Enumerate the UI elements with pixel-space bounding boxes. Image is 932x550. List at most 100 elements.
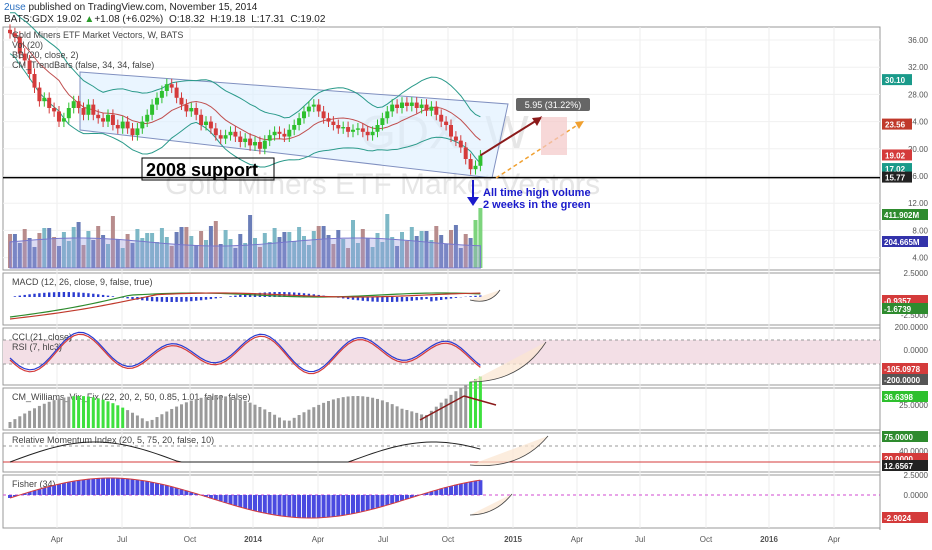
macd-histogram-bar: [160, 297, 164, 302]
volume-bar: [61, 232, 66, 268]
macd-histogram-bar: [219, 297, 222, 298]
volume-tag: 411.902M: [884, 211, 919, 220]
support-label: 2008 support: [146, 160, 258, 180]
volume-bar: [429, 240, 434, 268]
fisher-bar: [140, 480, 145, 495]
volume-bar: [101, 235, 106, 268]
fisher-bar: [101, 478, 106, 495]
time-tick-label: Jul: [635, 535, 645, 544]
williams-bar: [42, 403, 46, 428]
macd-signal-line: [9, 292, 481, 318]
volume-bar: [140, 238, 145, 268]
macd-histogram-bar: [87, 293, 90, 297]
macd-histogram-bar: [244, 294, 247, 297]
time-tick-label: Jul: [117, 535, 127, 544]
macd-histogram-bar: [361, 297, 364, 301]
fisher-bar: [32, 490, 37, 495]
candle-body: [434, 106, 439, 115]
candle-body: [400, 102, 404, 108]
fisher-bar: [444, 487, 449, 495]
volume-bar: [331, 244, 336, 268]
volume-bar: [385, 214, 390, 268]
fisher-bar: [169, 486, 174, 495]
fisher-bar: [287, 495, 292, 517]
williams-bar: [287, 420, 291, 428]
williams-bar: [282, 420, 286, 428]
williams-bar: [180, 404, 183, 428]
fisher-bar: [130, 479, 135, 495]
williams-bar: [204, 396, 208, 428]
fisher-bar: [336, 495, 341, 517]
williams-bar: [444, 398, 448, 428]
candle-body: [351, 129, 355, 132]
fisher-bar: [468, 481, 473, 495]
rmi-tag-bg: [882, 460, 928, 471]
candle-body: [375, 125, 380, 132]
price-tick-label: 24.00: [908, 118, 929, 127]
williams-bar: [131, 412, 134, 428]
williams-bar: [13, 419, 17, 428]
volume-bar: [262, 233, 267, 268]
volume-bar: [228, 239, 233, 268]
macd-histogram-bar: [346, 297, 350, 300]
fisher-bar: [463, 482, 468, 495]
candle-body: [449, 125, 453, 137]
fisher-bar: [37, 489, 42, 495]
macd-histogram-bar: [170, 297, 173, 302]
close-value: C:19.02: [290, 14, 326, 25]
candle-body: [409, 102, 414, 106]
macd-histogram-bar: [82, 292, 85, 297]
volume-bar: [478, 208, 483, 268]
price-tick-label: 4.00: [912, 254, 928, 263]
candle-body: [17, 36, 22, 54]
fisher-bar: [439, 488, 444, 495]
cci-tick-label: 0.0000: [904, 346, 929, 355]
candle-body: [110, 114, 115, 125]
author-link[interactable]: 2use: [4, 2, 26, 13]
macd-histogram-bar: [77, 292, 80, 297]
candle-body: [57, 111, 61, 122]
volume-bar: [155, 242, 159, 268]
volume-bar: [248, 215, 253, 268]
symbol-label[interactable]: BATS:GDX: [4, 14, 54, 25]
last-price: 19.02: [56, 14, 82, 25]
volume-bar: [135, 229, 140, 268]
candle-body: [326, 118, 331, 122]
fisher-bar: [434, 490, 439, 495]
candle-body: [272, 131, 277, 136]
candle-body: [130, 128, 135, 136]
rmi-tag: 12.6567: [884, 462, 913, 471]
volume-bar: [32, 247, 37, 268]
candle-body: [380, 118, 385, 125]
volume-bar: [400, 232, 404, 268]
williams-bar: [121, 407, 125, 428]
volume-bar: [409, 227, 414, 268]
candle-body: [145, 114, 150, 122]
williams-bar: [199, 397, 203, 428]
williams-bar: [67, 396, 71, 428]
time-tick-label: 2014: [244, 535, 262, 544]
volume-tag: 204.665M: [884, 238, 920, 247]
macd-histogram-bar: [111, 296, 115, 297]
volume-note-line1: All time high volume: [483, 187, 591, 199]
williams-bar: [478, 376, 482, 428]
macd-histogram-bar: [23, 294, 26, 297]
candle-body: [458, 140, 463, 148]
williams-bar: [429, 410, 433, 428]
chart-header: 2use published on TradingView.com, Novem…: [0, 0, 932, 26]
target-arrow: [479, 116, 543, 157]
williams-bar: [37, 405, 41, 428]
volume-tag-bg: [882, 209, 928, 220]
candle-body: [311, 104, 316, 107]
williams-bar: [346, 396, 350, 428]
rmi-tag-bg: [882, 431, 928, 442]
fisher-bar: [321, 495, 326, 518]
candle-body: [194, 108, 199, 115]
williams-bar: [273, 414, 277, 428]
candle-body: [370, 131, 375, 136]
candle-body: [164, 84, 169, 91]
macd-tick-label: -2.5000: [901, 311, 929, 320]
macd-histogram-bar: [410, 297, 413, 301]
volume-bar: [473, 220, 478, 268]
